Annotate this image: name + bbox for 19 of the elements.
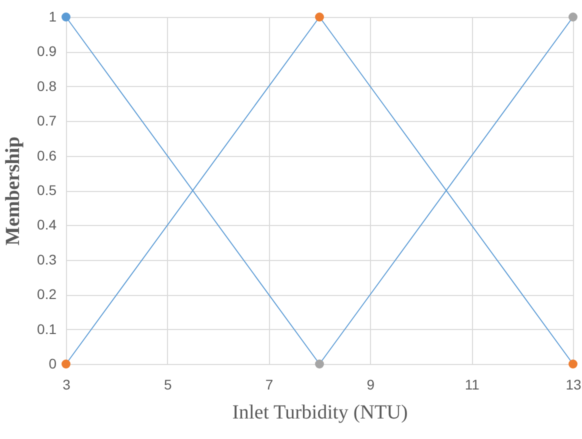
x-tick-label: 9 xyxy=(366,376,375,392)
y-tick-label: 0.4 xyxy=(37,216,57,233)
y-tick-label: 0.6 xyxy=(37,147,57,164)
x-tick-label: 13 xyxy=(566,376,582,392)
x-tick-label: 5 xyxy=(164,376,172,392)
y-tick-label: 0.3 xyxy=(37,251,57,268)
x-tick-label: 11 xyxy=(464,376,480,392)
x-tick-label: 3 xyxy=(62,376,71,392)
y-tick-label: 0 xyxy=(48,356,57,372)
y-tick-label: 0.7 xyxy=(37,112,57,129)
y-tick-label: 1 xyxy=(48,8,57,24)
y-tick-label: 0.5 xyxy=(37,182,57,198)
y-axis-title: Membership xyxy=(2,136,24,246)
x-axis-title: Inlet Turbidity (NTU) xyxy=(232,402,408,424)
x-tick-label: 7 xyxy=(265,376,274,392)
y-tick-label: 0.2 xyxy=(37,286,57,302)
y-tick-label: 0.8 xyxy=(37,78,57,94)
y-tick-label: 0.9 xyxy=(37,43,57,60)
y-tick-label: 0.1 xyxy=(37,320,57,337)
